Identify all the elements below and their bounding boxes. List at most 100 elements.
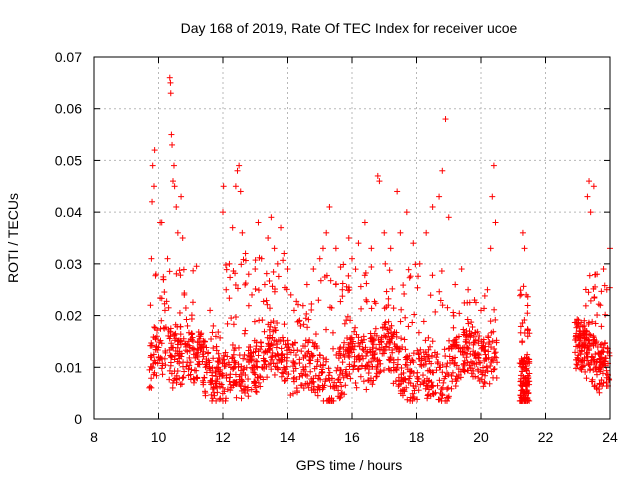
roti-point — [297, 322, 304, 329]
roti-point — [452, 336, 459, 343]
roti-point — [227, 274, 234, 281]
roti-point — [226, 260, 233, 267]
roti-point — [576, 337, 583, 344]
roti-point — [446, 345, 453, 352]
roti-point — [315, 297, 322, 304]
roti-point — [186, 347, 193, 354]
roti-point — [420, 380, 427, 387]
roti-point — [283, 363, 290, 370]
roti-point — [519, 229, 526, 236]
roti-point — [203, 344, 210, 351]
roti-point — [283, 286, 290, 293]
roti-point — [522, 375, 529, 382]
roti-point — [334, 376, 341, 383]
roti-point — [285, 371, 292, 378]
roti-point — [168, 131, 175, 138]
roti-point — [602, 354, 609, 361]
roti-point — [302, 363, 309, 370]
roti-point — [266, 326, 273, 333]
x-tick-label: 14 — [280, 429, 296, 445]
roti-point — [226, 378, 233, 385]
roti-point — [364, 362, 371, 369]
y-tick-label: 0.03 — [55, 256, 82, 272]
roti-point — [471, 297, 478, 304]
roti-point — [578, 366, 585, 373]
roti-point — [186, 362, 193, 369]
roti-point — [174, 323, 181, 330]
roti-point — [251, 337, 258, 344]
roti-point — [283, 354, 290, 361]
roti-point — [252, 388, 259, 395]
roti-point — [186, 354, 193, 361]
roti-point — [374, 362, 381, 369]
roti-point — [592, 283, 599, 290]
roti-point — [586, 178, 593, 185]
roti-point — [312, 331, 319, 338]
roti-point — [174, 229, 181, 236]
roti-point — [391, 341, 398, 348]
roti-point — [465, 345, 472, 352]
roti-point — [425, 391, 432, 398]
roti-point — [209, 364, 216, 371]
roti-point — [524, 327, 531, 334]
roti-point — [486, 380, 493, 387]
roti-point — [467, 332, 474, 339]
roti-point — [357, 373, 364, 380]
roti-point — [586, 272, 593, 279]
roti-point — [320, 362, 327, 369]
roti-point — [373, 373, 380, 380]
roti-point — [490, 162, 497, 169]
roti-point — [362, 344, 369, 351]
roti-point — [406, 368, 413, 375]
roti-point — [341, 391, 348, 398]
roti-point — [593, 386, 600, 393]
roti-point — [158, 219, 165, 226]
roti-point — [190, 379, 197, 386]
roti-point — [234, 285, 241, 292]
roti-point — [409, 319, 416, 326]
roti-point — [299, 372, 306, 379]
roti-point — [394, 365, 401, 372]
roti-point — [301, 367, 308, 374]
roti-point — [486, 339, 493, 346]
roti-point — [146, 366, 153, 373]
roti-point — [470, 373, 477, 380]
roti-point — [348, 334, 355, 341]
roti-point — [363, 386, 370, 393]
roti-point — [177, 272, 184, 279]
roti-point — [286, 346, 293, 353]
roti-point — [388, 322, 395, 329]
roti-point — [369, 363, 376, 370]
roti-point — [271, 371, 278, 378]
roti-point — [480, 383, 487, 390]
roti-point — [439, 167, 446, 174]
roti-point — [442, 116, 449, 123]
roti-point — [434, 359, 441, 366]
roti-point — [394, 344, 401, 351]
roti-point — [332, 245, 339, 252]
roti-point — [168, 340, 175, 347]
roti-point — [180, 374, 187, 381]
roti-point — [590, 356, 597, 363]
roti-point — [493, 339, 500, 346]
roti-point — [268, 354, 275, 361]
roti-point — [583, 375, 590, 382]
roti-point — [295, 301, 302, 308]
roti-point — [327, 277, 334, 284]
roti-point — [464, 299, 471, 306]
roti-point — [151, 369, 158, 376]
roti-point — [219, 397, 226, 404]
roti-point — [480, 336, 487, 343]
roti-point — [203, 369, 210, 376]
roti-point — [300, 343, 307, 350]
roti-point — [483, 364, 490, 371]
roti-point — [184, 341, 191, 348]
roti-point — [303, 281, 310, 288]
roti-point — [416, 355, 423, 362]
roti-point — [177, 331, 184, 338]
roti-point — [244, 356, 251, 363]
roti-point — [167, 333, 174, 340]
roti-point — [305, 316, 312, 323]
roti-point — [251, 379, 258, 386]
roti-point — [439, 384, 446, 391]
